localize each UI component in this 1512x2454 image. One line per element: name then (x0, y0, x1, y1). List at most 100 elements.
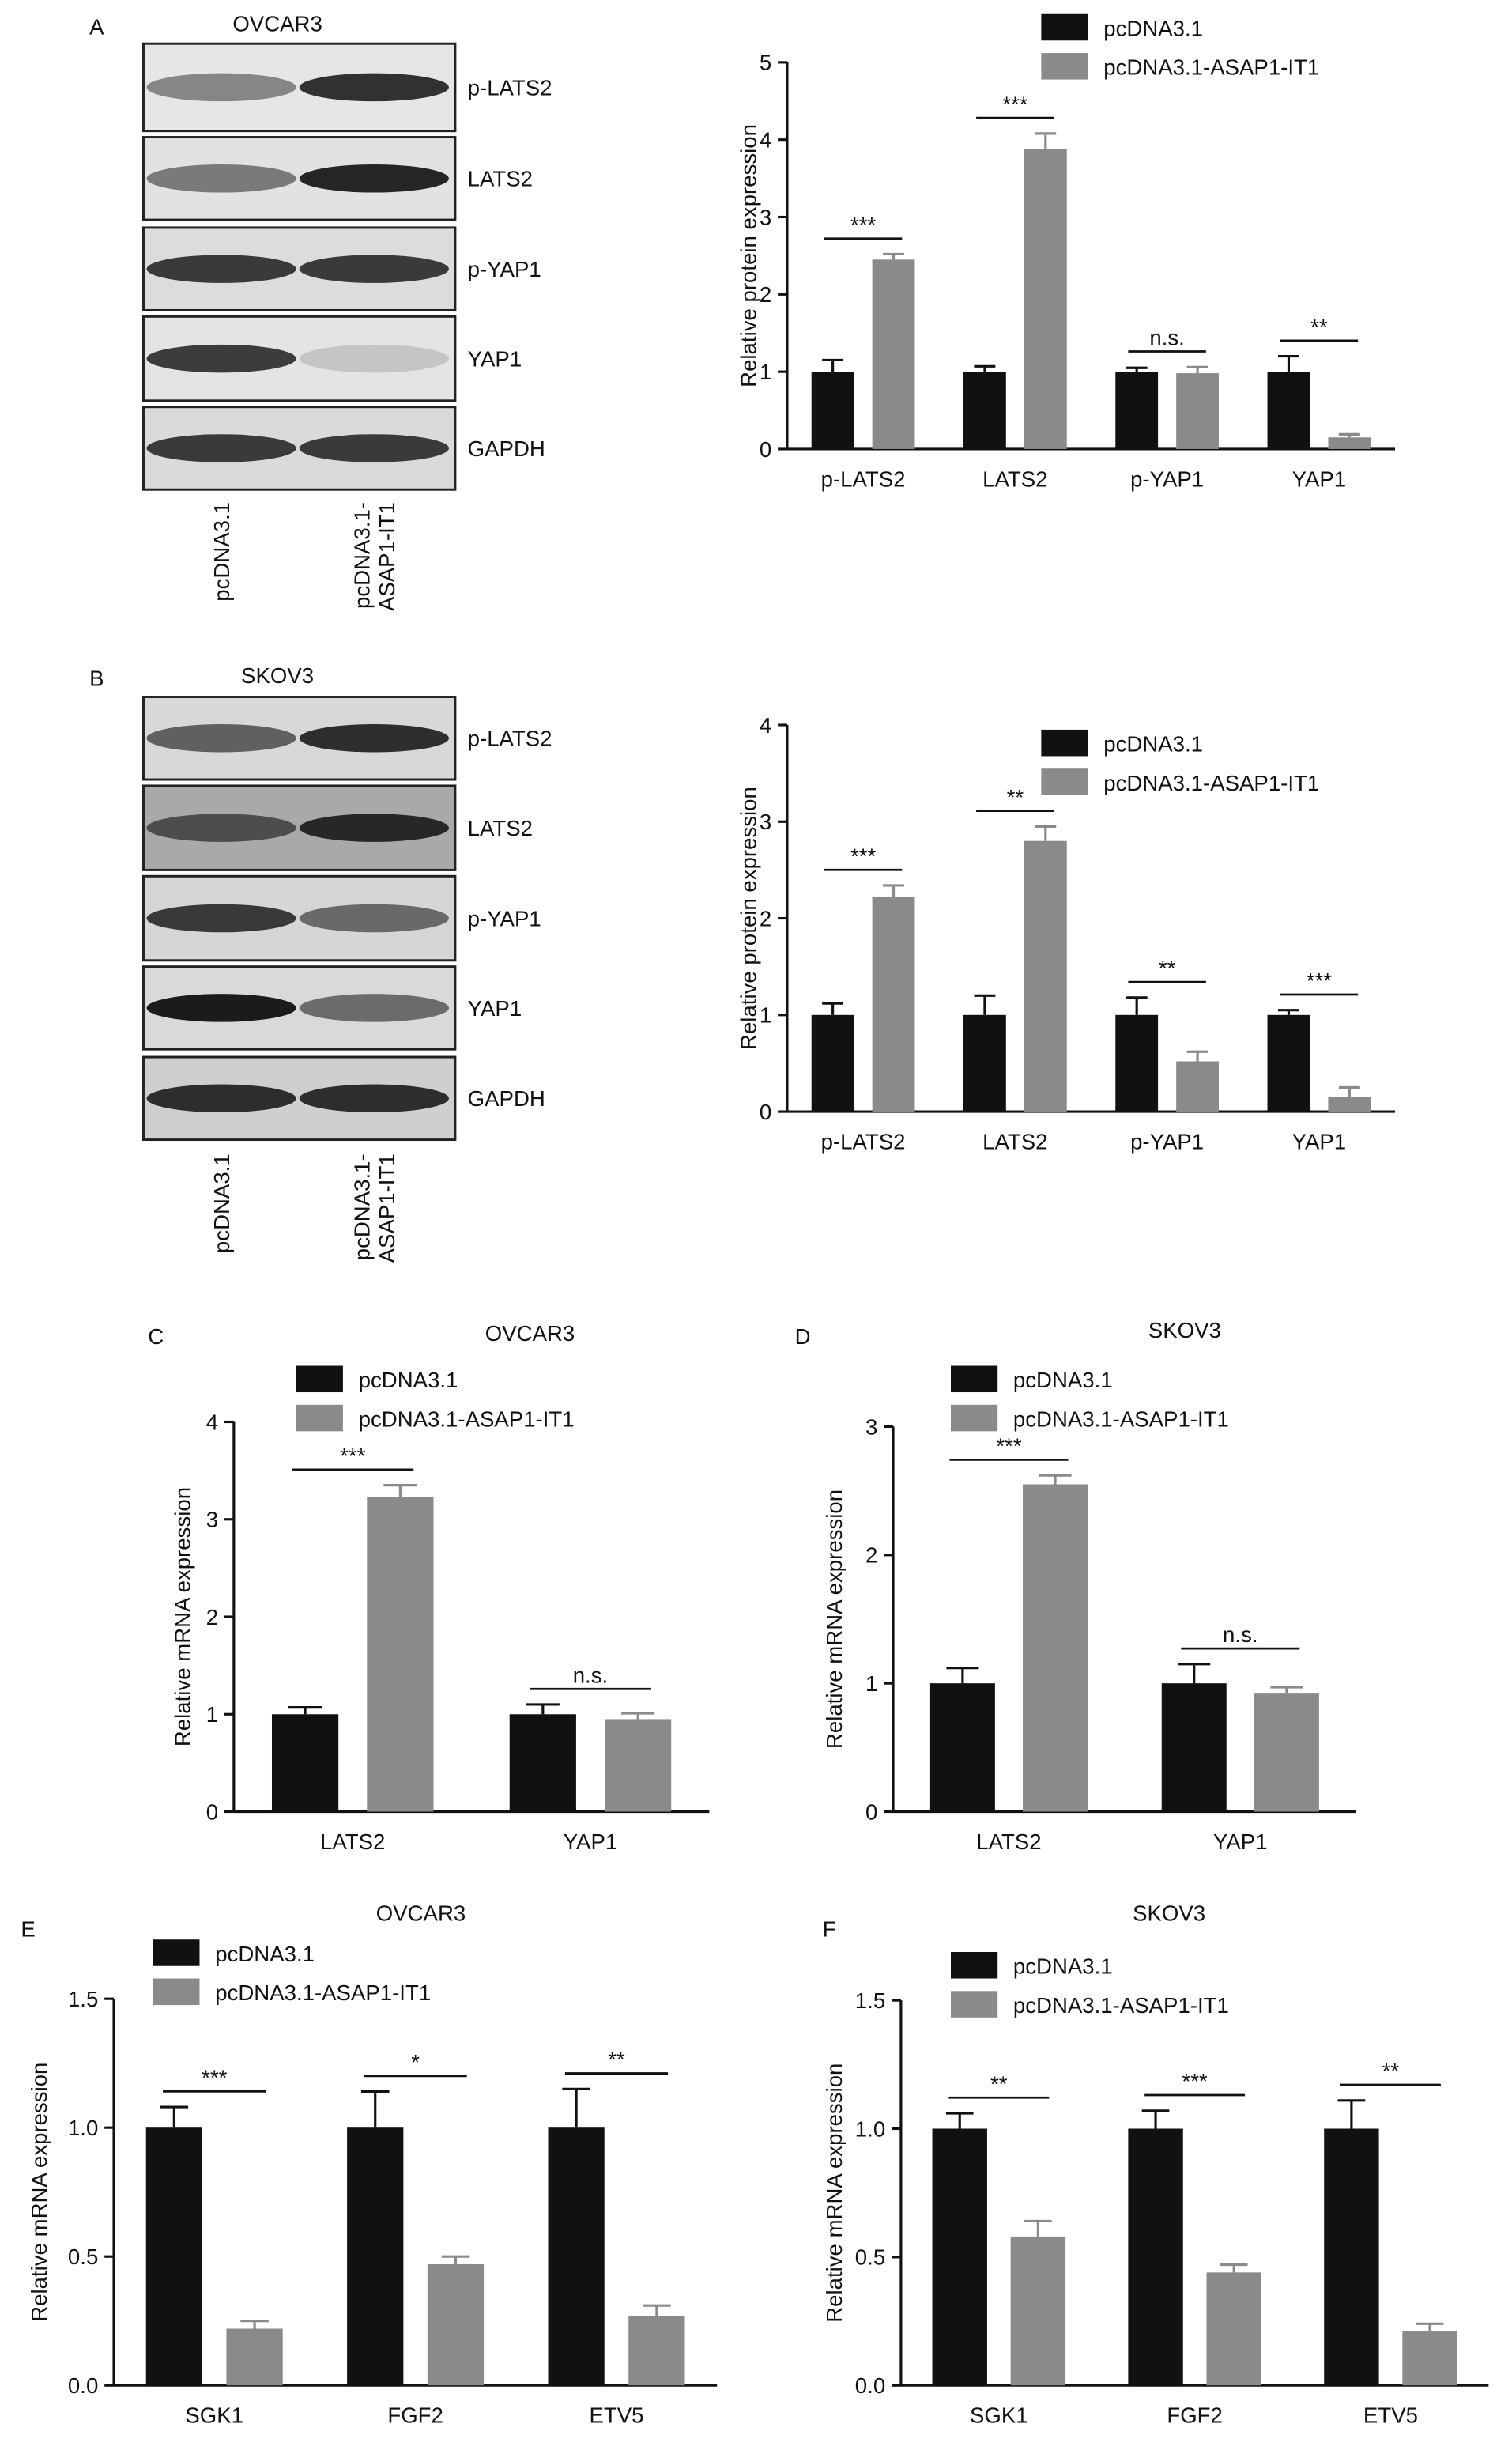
blot-title: OVCAR3 (232, 11, 322, 36)
blot-band (146, 814, 296, 842)
legend-label: pcDNA3.1-ASAP1-IT1 (215, 1980, 431, 2005)
bar (1161, 1683, 1227, 1812)
y-axis-label: Relative mRNA expression (27, 2063, 51, 2322)
blot-band (146, 904, 296, 933)
legend-label: pcDNA3.1-ASAP1-IT1 (1103, 771, 1319, 795)
bar (1010, 2236, 1066, 2386)
panel-letter: B (89, 666, 104, 691)
y-tick-label: 4 (760, 713, 771, 738)
significance-label: *** (1002, 92, 1027, 116)
bar (145, 2127, 202, 2386)
y-axis-label: Relative protein expression (737, 787, 761, 1050)
significance-label: n.s. (1149, 326, 1184, 350)
y-tick-label: 2 (206, 1605, 218, 1629)
bar (1267, 1014, 1310, 1112)
significance-label: ** (608, 2048, 625, 2072)
bar (548, 2127, 605, 2386)
bar (872, 897, 915, 1112)
significance-label: n.s. (1223, 1622, 1257, 1647)
significance-label: n.s. (573, 1663, 608, 1687)
y-tick-label: 3 (760, 205, 771, 229)
y-tick-label: 1 (760, 360, 771, 384)
bar (427, 2263, 485, 2386)
x-tick-label: ETV5 (589, 2403, 643, 2428)
legend-swatch (951, 1365, 998, 1393)
significance-label: *** (850, 213, 876, 237)
y-tick-label: 0 (865, 1799, 877, 1824)
blot-title: SKOV3 (241, 663, 314, 688)
bar (811, 1014, 854, 1112)
band-label: LATS2 (468, 816, 533, 840)
significance-label: *** (996, 1434, 1021, 1459)
y-tick-label: 0 (206, 1799, 218, 1824)
lane-label: pcDNA3.1 (209, 1153, 234, 1253)
bar (1024, 840, 1067, 1112)
significance-label: *** (1307, 968, 1332, 993)
blot-band (146, 724, 296, 753)
y-axis-label: Relative protein expression (737, 124, 761, 387)
bar (811, 372, 854, 449)
band-label: LATS2 (468, 167, 533, 191)
legend-label: pcDNA3.1-ASAP1-IT1 (1013, 1993, 1229, 2018)
bar (1176, 1061, 1220, 1112)
band-label: p-LATS2 (468, 75, 552, 100)
bar (932, 2128, 987, 2386)
y-tick-label: 0 (760, 1100, 771, 1124)
blot-band (299, 1084, 450, 1113)
bar (1402, 2331, 1457, 2386)
bar (1267, 372, 1310, 449)
legend-swatch (1041, 53, 1088, 80)
legend-label: pcDNA3.1 (359, 1368, 458, 1392)
bar (367, 1497, 434, 1812)
significance-label: ** (1007, 785, 1024, 810)
bar (509, 1714, 576, 1812)
y-tick-label: 1.5 (855, 1988, 885, 2013)
y-tick-label: 3 (206, 1508, 218, 1532)
y-tick-label: 0.0 (855, 2373, 885, 2398)
x-tick-label: FGF2 (387, 2403, 443, 2428)
bar (1324, 2128, 1379, 2386)
legend-label: pcDNA3.1 (215, 1942, 315, 1966)
bar (963, 1014, 1006, 1112)
band-label: p-YAP1 (468, 257, 541, 281)
x-tick-label: YAP1 (1292, 466, 1347, 491)
panel-letter: D (795, 1324, 811, 1349)
lane-label: pcDNA3.1 (209, 502, 234, 602)
bar (872, 259, 915, 449)
legend-label: pcDNA3.1 (1013, 1954, 1113, 1979)
significance-label: ** (990, 2071, 1008, 2096)
y-tick-label: 1.0 (68, 2116, 98, 2140)
band-label: p-YAP1 (468, 906, 541, 931)
legend-swatch (153, 1939, 200, 1966)
blot-band (146, 255, 296, 283)
blot-band (299, 814, 450, 842)
legend-label: pcDNA3.1 (1103, 16, 1203, 40)
x-tick-label: p-LATS2 (821, 1129, 906, 1153)
blot-band (146, 73, 296, 102)
blot-band (299, 994, 450, 1022)
chart-title: SKOV3 (1148, 1318, 1221, 1342)
legend-swatch (951, 1991, 998, 2018)
legend-swatch (1041, 768, 1088, 795)
bar (1176, 373, 1220, 449)
x-tick-label: LATS2 (982, 1129, 1047, 1153)
panel-letter: A (89, 14, 104, 39)
x-tick-label: LATS2 (320, 1829, 385, 1854)
y-tick-label: 2 (760, 282, 771, 307)
y-tick-label: 1 (760, 1003, 771, 1028)
y-axis-label: Relative mRNA expression (822, 2063, 846, 2323)
chart-title: OVCAR3 (376, 1901, 466, 1926)
y-tick-label: 1 (206, 1702, 218, 1727)
chart-title: SKOV3 (1133, 1901, 1205, 1926)
band-label: YAP1 (468, 996, 522, 1021)
y-tick-label: 0 (760, 437, 771, 462)
bar (628, 2316, 685, 2386)
blot-band (146, 434, 296, 462)
chart-title: OVCAR3 (485, 1321, 575, 1346)
x-tick-label: YAP1 (1213, 1829, 1268, 1854)
panel-letter: C (148, 1324, 164, 1349)
y-tick-label: 3 (760, 810, 771, 834)
blot-band (299, 344, 450, 373)
lane-label: pcDNA3.1- (349, 1153, 374, 1260)
blot-band (299, 255, 450, 283)
